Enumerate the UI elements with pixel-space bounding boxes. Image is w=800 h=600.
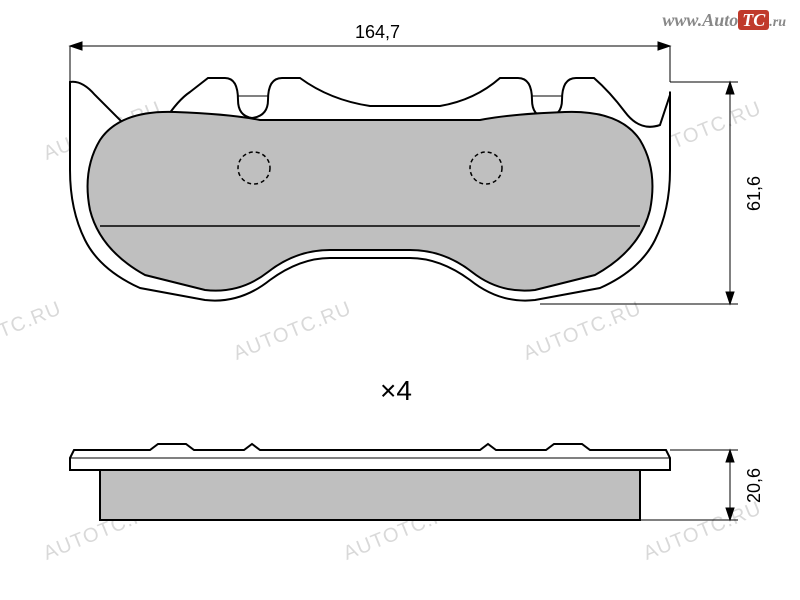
dim-thickness-label: 20,6 bbox=[744, 468, 765, 503]
quantity-label: ×4 bbox=[380, 375, 412, 407]
diagram-svg bbox=[0, 0, 800, 600]
dim-width-label: 164,7 bbox=[355, 22, 400, 43]
dim-height-label: 61,6 bbox=[744, 176, 765, 211]
dimension-width bbox=[70, 42, 670, 82]
drawing-canvas: AUTOTC.RU AUTOTC.RU AUTOTC.RU AUTOTC.RU … bbox=[0, 0, 800, 600]
top-view bbox=[70, 78, 670, 301]
side-view bbox=[70, 444, 670, 520]
